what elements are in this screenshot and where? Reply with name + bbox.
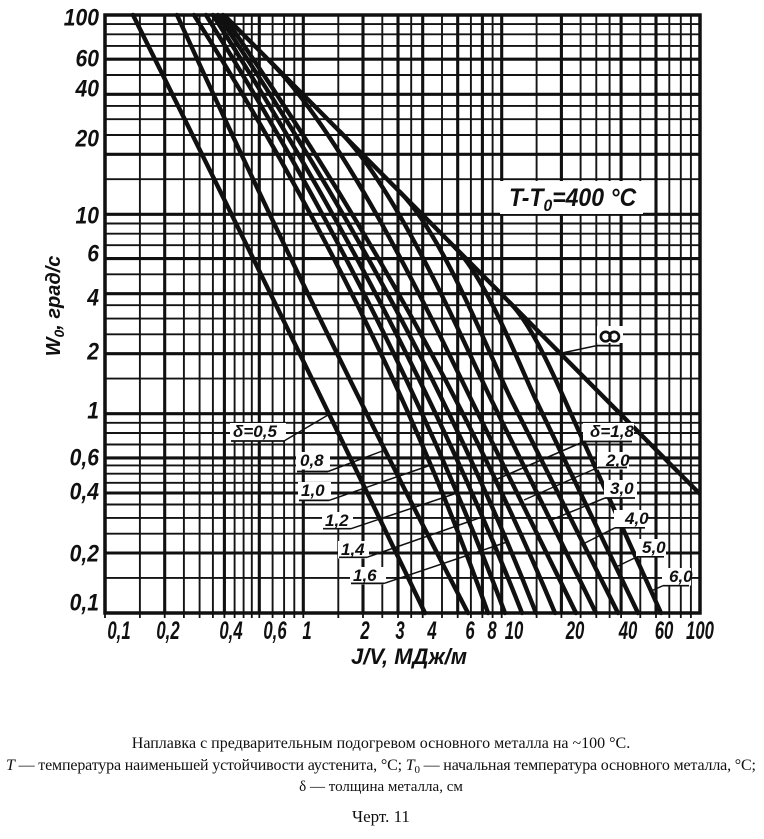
- svg-text:1,0: 1,0: [301, 481, 325, 500]
- svg-text:0,2: 0,2: [156, 617, 179, 645]
- svg-text:4: 4: [427, 617, 437, 645]
- svg-text:1: 1: [87, 397, 99, 424]
- svg-text:Черт. 11: Черт. 11: [352, 807, 410, 826]
- svg-text:20: 20: [565, 617, 585, 645]
- svg-text:0,2: 0,2: [70, 540, 100, 567]
- svg-text:0,6: 0,6: [70, 444, 100, 471]
- svg-text:20: 20: [75, 125, 100, 152]
- svg-text:2,0: 2,0: [605, 451, 630, 470]
- svg-text:W0, град/с: W0, град/с: [43, 256, 67, 357]
- svg-text:1,2: 1,2: [325, 511, 349, 530]
- svg-text:0,1: 0,1: [107, 617, 130, 645]
- svg-text:6,0: 6,0: [669, 567, 693, 586]
- svg-text:δ — толщина металла, см: δ — толщина металла, см: [299, 779, 463, 795]
- svg-text:3,0: 3,0: [610, 479, 634, 498]
- svg-text:60: 60: [655, 617, 674, 645]
- svg-text:J/V, МДж/м: J/V, МДж/м: [351, 644, 467, 669]
- svg-text:δ=0,5: δ=0,5: [233, 422, 277, 441]
- svg-text:3: 3: [395, 617, 404, 645]
- svg-text:Т — температура наименьшей уст: Т — температура наименьшей устойчивости …: [6, 757, 756, 776]
- svg-text:10: 10: [505, 617, 524, 645]
- svg-text:T-T0=400 °C: T-T0=400 °C: [509, 184, 637, 215]
- svg-text:10: 10: [76, 202, 100, 229]
- svg-text:5,0: 5,0: [642, 538, 666, 557]
- svg-text:0,4: 0,4: [219, 617, 242, 645]
- svg-text:60: 60: [76, 45, 100, 72]
- svg-text:1: 1: [302, 617, 311, 645]
- svg-text:8: 8: [487, 617, 496, 645]
- svg-text:100: 100: [686, 617, 714, 645]
- svg-text:4: 4: [86, 284, 99, 311]
- svg-text:6: 6: [87, 240, 99, 267]
- svg-text:40: 40: [618, 617, 638, 645]
- svg-text:0,1: 0,1: [70, 589, 99, 616]
- svg-text:0,4: 0,4: [70, 478, 100, 505]
- svg-text:6: 6: [465, 617, 474, 645]
- svg-text:40: 40: [75, 75, 100, 102]
- svg-text:4,0: 4,0: [624, 509, 649, 528]
- svg-text:1,6: 1,6: [353, 566, 377, 585]
- svg-text:Наплавка с предварительным под: Наплавка с предварительным подогревом ос…: [132, 735, 630, 752]
- svg-text:2: 2: [360, 617, 370, 645]
- svg-text:1,4: 1,4: [341, 540, 365, 559]
- svg-text:0,6: 0,6: [263, 617, 286, 645]
- svg-text:2: 2: [86, 338, 99, 365]
- svg-text:100: 100: [64, 4, 100, 31]
- svg-text:δ=1,8: δ=1,8: [590, 422, 634, 441]
- svg-text:0,8: 0,8: [300, 451, 324, 470]
